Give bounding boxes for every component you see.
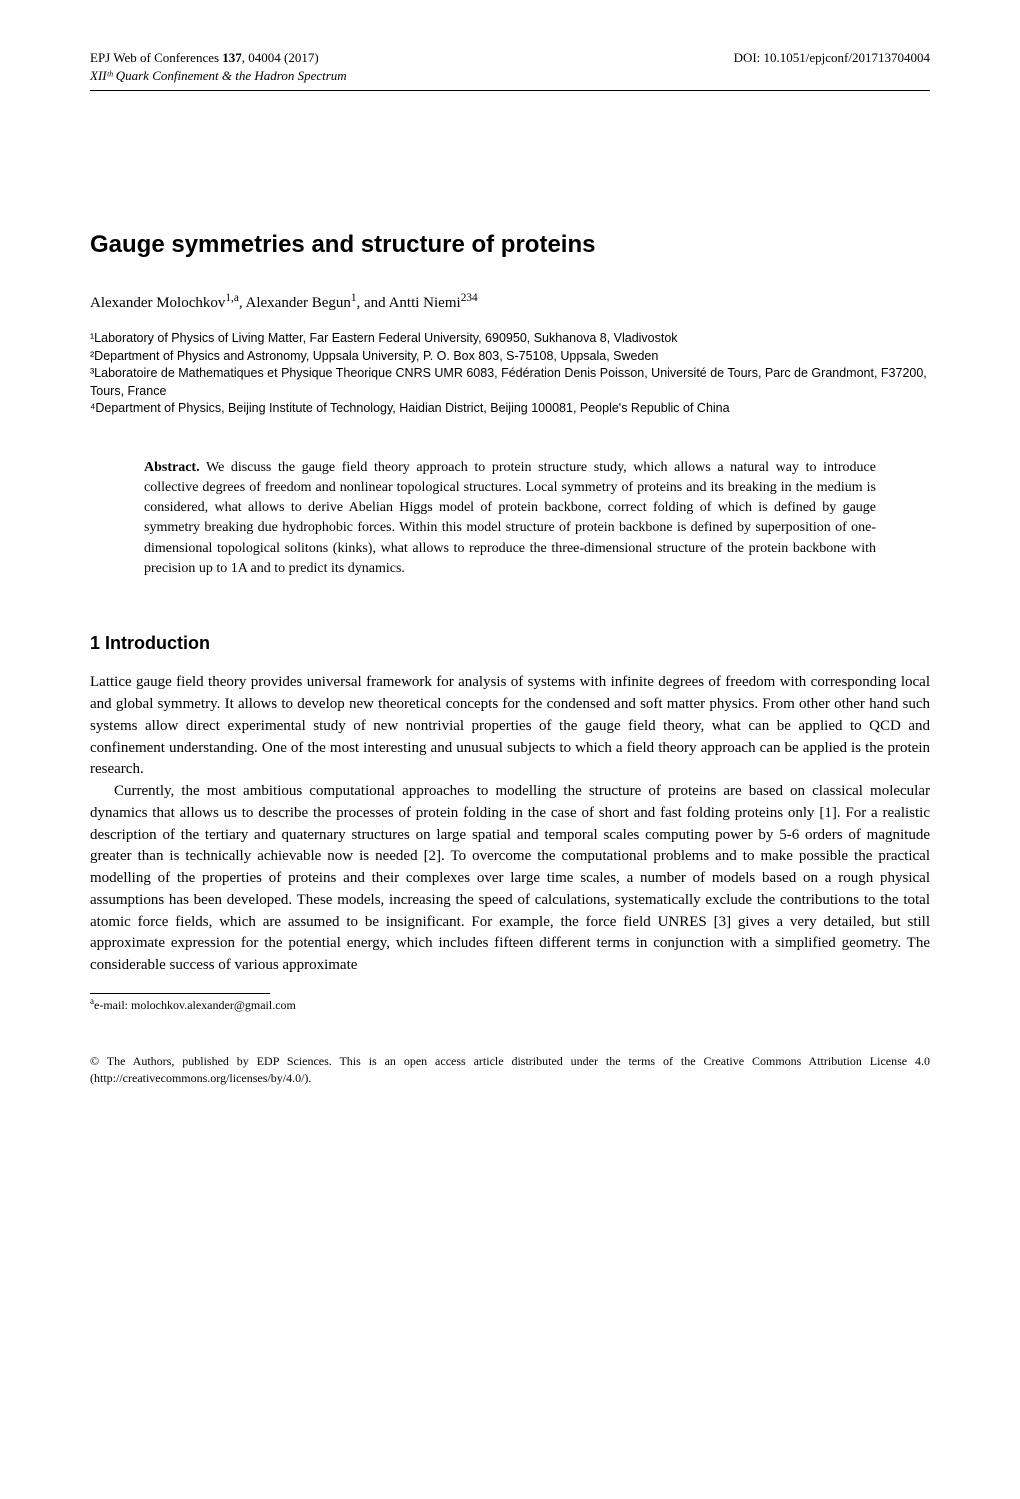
author-list: Alexander Molochkov1,a, Alexander Begun1… <box>90 295 930 312</box>
article-number: 04004 (2017) <box>248 50 318 65</box>
paper-page: EPJ Web of Conferences 137, 04004 (2017)… <box>0 0 1020 1146</box>
copyright-notice: © The Authors, published by EDP Sciences… <box>90 1053 930 1087</box>
footnote-text: e-mail: molochkov.alexander@gmail.com <box>94 998 296 1012</box>
affiliation-1: ¹Laboratory of Physics of Living Matter,… <box>90 330 930 348</box>
conference-volume: 137 <box>222 50 242 65</box>
header-divider <box>90 90 930 91</box>
intro-para-1: Lattice gauge field theory provides univ… <box>90 672 930 781</box>
affiliation-block: ¹Laboratory of Physics of Living Matter,… <box>90 330 930 418</box>
header-doi: DOI: 10.1051/epjconf/201713704004 <box>734 50 930 66</box>
footnote-divider <box>90 993 270 994</box>
header-conference: EPJ Web of Conferences 137, 04004 (2017) <box>90 50 319 66</box>
abstract: Abstract. We discuss the gauge field the… <box>90 458 930 580</box>
header-subtitle: XIIᵗʰ Quark Confinement & the Hadron Spe… <box>90 68 930 84</box>
affiliation-2: ²Department of Physics and Astronomy, Up… <box>90 348 930 366</box>
affiliation-3: ³Laboratoire de Mathematiques et Physiqu… <box>90 365 930 400</box>
abstract-label: Abstract. <box>144 460 200 475</box>
running-header: EPJ Web of Conferences 137, 04004 (2017)… <box>90 50 930 66</box>
abstract-text: We discuss the gauge field theory approa… <box>144 460 876 576</box>
affiliation-4: ⁴Department of Physics, Beijing Institut… <box>90 400 930 418</box>
conference-name: EPJ Web of Conferences <box>90 50 219 65</box>
paper-title: Gauge symmetries and structure of protei… <box>90 231 930 259</box>
section-heading-intro: 1 Introduction <box>90 633 930 654</box>
footnote: ae-mail: molochkov.alexander@gmail.com <box>90 998 930 1013</box>
intro-para-2: Currently, the most ambitious computatio… <box>90 781 930 977</box>
